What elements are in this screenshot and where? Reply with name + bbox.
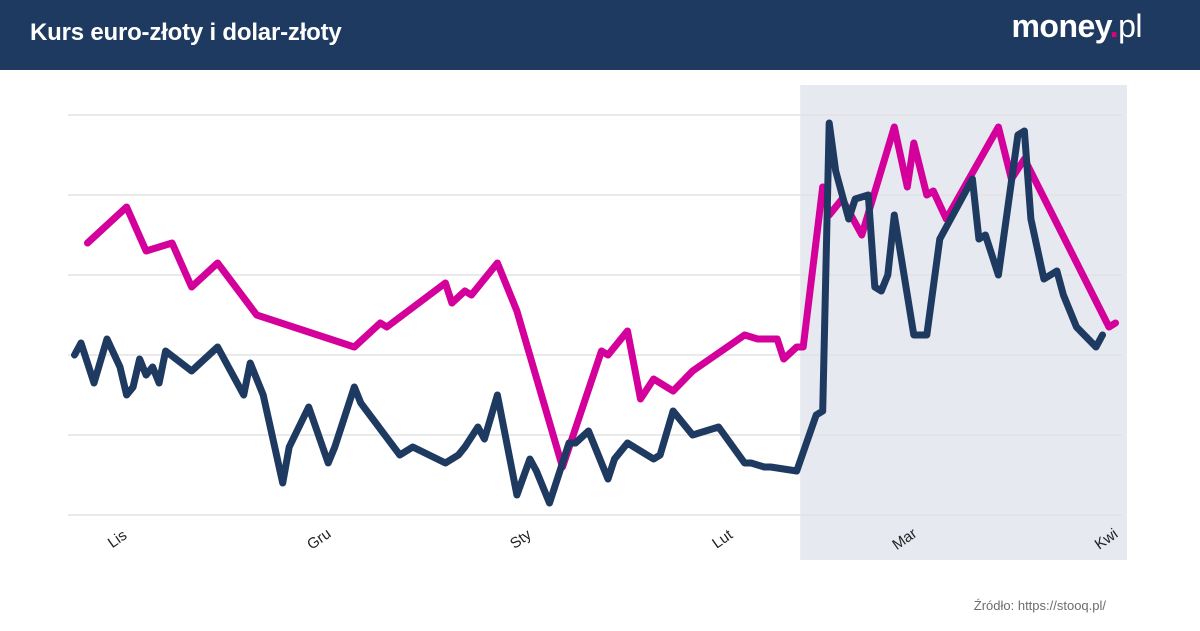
- source-note: Źródło: https://stooq.pl/: [973, 598, 1106, 613]
- series-line-usd-pln: [71, 119, 1106, 507]
- exchange-rate-chart: Lis Gru Sty Lut Mar Kwi: [68, 85, 1127, 560]
- x-tick-label: Lut: [709, 526, 737, 552]
- page-title: Kurs euro-złoty i dolar-złoty: [30, 19, 342, 46]
- series-line-eur-pln: [84, 123, 1119, 471]
- money-pl-logo[interactable]: money.pl: [1011, 8, 1142, 45]
- logo-dot: .: [1109, 8, 1119, 44]
- x-tick-label: Lis: [105, 527, 130, 552]
- header-bar: Kurs euro-złoty i dolar-złoty money.pl: [0, 0, 1200, 70]
- logo-main: money: [1011, 8, 1110, 44]
- x-tick-label: Gru: [304, 525, 334, 553]
- logo-tld: pl: [1118, 8, 1142, 44]
- x-tick-label: Sty: [507, 526, 535, 553]
